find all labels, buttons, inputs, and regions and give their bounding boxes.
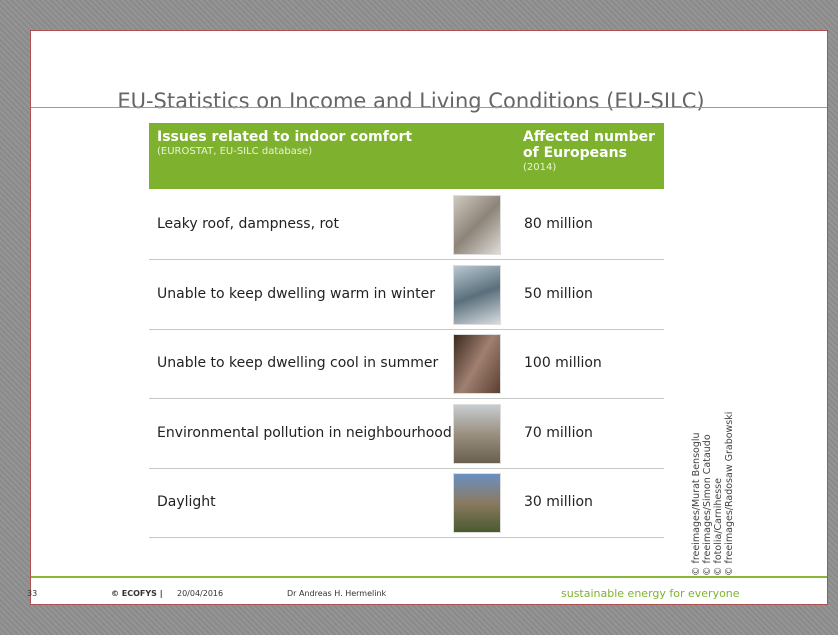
- row-value: 30 million: [524, 468, 593, 536]
- header-subtitle: (EUROSTAT, EU-SILC database): [157, 145, 412, 158]
- page-number: 33: [27, 589, 37, 598]
- table-row: Unable to keep dwelling cool in summer 10…: [149, 329, 664, 399]
- table-row: Leaky roof, dampness, rot 80 million: [149, 190, 664, 260]
- row-image: [453, 334, 501, 394]
- row-label: Daylight: [157, 468, 216, 536]
- table-row: Environmental pollution in neighbourhood…: [149, 399, 664, 469]
- row-value: 50 million: [524, 260, 593, 328]
- credit-line: © fotolia/Carnihesse: [713, 386, 724, 576]
- table-row: Daylight 30 million: [149, 468, 664, 538]
- footer-company: © ECOFYS |: [111, 589, 163, 598]
- row-image: [453, 404, 501, 464]
- header-title: Issues related to indoor comfort: [157, 129, 412, 145]
- credit-line: © freeimages/Murat Bensoglu: [691, 386, 702, 576]
- row-label: Unable to keep dwelling warm in winter: [157, 260, 435, 328]
- page: EU-Statistics on Income and Living Condi…: [0, 0, 838, 635]
- table-header: Issues related to indoor comfort (EUROST…: [149, 123, 664, 189]
- row-image: [453, 195, 501, 255]
- header-cell: Affected number of Europeans (2014): [523, 129, 658, 174]
- image-credits: © freeimages/Murat Bensoglu© freeimages/…: [691, 386, 735, 576]
- slide-title: EU-Statistics on Income and Living Condi…: [31, 89, 791, 113]
- row-image: [453, 473, 501, 533]
- row-value: 70 million: [524, 399, 593, 467]
- footer-date: 20/04/2016: [177, 589, 223, 598]
- row-label: Environmental pollution in neighbourhood: [157, 399, 452, 467]
- row-value: 100 million: [524, 329, 602, 397]
- row-label: Unable to keep dwelling cool in summer: [157, 329, 438, 397]
- row-image: [453, 265, 501, 325]
- footer-author: Dr Andreas H. Hermelink: [287, 589, 386, 598]
- footer-rule: [31, 576, 827, 578]
- footer-slogan: sustainable energy for everyone: [561, 587, 740, 600]
- header-title: Affected number of Europeans: [523, 129, 658, 161]
- header-cell: Issues related to indoor comfort (EUROST…: [157, 129, 412, 158]
- credit-line: © freeimages/Simon Cataudo: [702, 386, 713, 576]
- row-value: 80 million: [524, 190, 593, 258]
- row-label: Leaky roof, dampness, rot: [157, 190, 339, 258]
- table-row: Unable to keep dwelling warm in winter 50…: [149, 260, 664, 330]
- slide: EU-Statistics on Income and Living Condi…: [30, 30, 828, 605]
- header-subtitle: (2014): [523, 161, 658, 174]
- title-rule: [31, 107, 827, 108]
- credit-line: © freeimages/Radosaw Grabowski: [724, 386, 735, 576]
